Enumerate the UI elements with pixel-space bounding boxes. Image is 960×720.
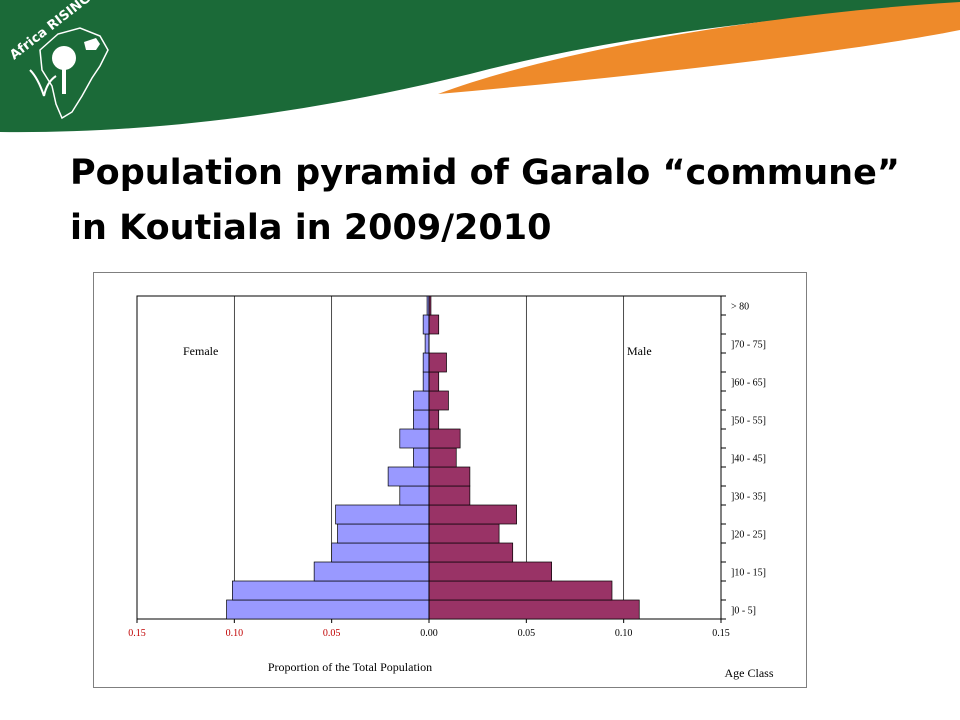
y-tick-label: ]60 - 65] — [731, 378, 766, 389]
bar-female — [422, 352, 430, 373]
x-tick-label: 0.00 — [420, 628, 438, 639]
bar-female — [424, 333, 430, 354]
slide-title: Population pyramid of Garalo “commune” i… — [70, 146, 930, 256]
tree-icon — [52, 46, 76, 70]
bar-male — [428, 314, 440, 335]
bar-male — [428, 409, 440, 430]
bar-male — [428, 561, 552, 582]
banner-green-swoosh — [0, 0, 960, 133]
bar-female — [413, 409, 430, 430]
y-axis-ticks: ]0 - 5] ]10 - 15] ]20 - 25] ]30 - 35] ]40 - … — [720, 295, 766, 620]
bar-female — [337, 523, 430, 544]
bar-female — [232, 580, 430, 601]
y-tick-label: ]40 - 45] — [731, 454, 766, 465]
x-tick-label: 0.10 — [226, 628, 244, 639]
bar-male — [428, 428, 461, 449]
banner-orange-swoosh — [438, 2, 960, 94]
bar-female — [399, 485, 430, 506]
y-tick-label: ]50 - 55] — [731, 416, 766, 427]
y-tick-label: ]20 - 25] — [731, 530, 766, 541]
x-tick-label: 0.05 — [323, 628, 341, 639]
bar-female — [413, 390, 430, 411]
bar-female — [422, 314, 430, 335]
bar-male — [428, 542, 514, 563]
y-tick-label: ]10 - 15] — [731, 568, 766, 579]
slide-title-line-1: Population pyramid of Garalo “commune” — [70, 153, 900, 193]
plant-icon — [29, 69, 57, 97]
x-tick-label: 0.15 — [128, 628, 146, 639]
bar-male — [428, 371, 440, 392]
bar-male — [428, 599, 640, 620]
bar-male — [428, 504, 517, 525]
bar-female — [331, 542, 430, 563]
x-tick-label: 0.15 — [712, 628, 730, 639]
x-tick-label: 0.10 — [615, 628, 633, 639]
bar-female — [387, 466, 430, 487]
legend-female: Female — [183, 344, 218, 358]
bar-male — [428, 390, 449, 411]
bar-male — [428, 352, 447, 373]
africa-outline-icon — [39, 27, 109, 120]
bar-male — [428, 447, 457, 468]
legend-male: Male — [627, 344, 652, 358]
y-tick-label: ]0 - 5] — [731, 606, 756, 617]
bar-female — [399, 428, 430, 449]
bars — [226, 295, 640, 620]
bar-female — [413, 447, 430, 468]
header-banner: Africa RISING — [0, 0, 960, 133]
x-axis-label: Proportion of the Total Population — [268, 660, 432, 674]
bar-female — [335, 504, 430, 525]
y-tick-label: > 80 — [731, 302, 749, 313]
bar-male — [428, 523, 500, 544]
x-tick-label: 0.05 — [518, 628, 536, 639]
x-axis-ticks: 0.15 0.10 0.05 0.00 0.05 0.10 0.15 — [128, 619, 730, 639]
bar-female — [313, 561, 430, 582]
y-axis-label: Age Class — [725, 666, 774, 680]
bar-female — [226, 599, 430, 620]
bar-male — [428, 485, 471, 506]
slide-title-line-2: in Koutiala in 2009/2010 — [70, 208, 552, 248]
bar-female — [422, 371, 430, 392]
bar-male — [428, 466, 471, 487]
y-tick-label: ]70 - 75] — [731, 340, 766, 351]
y-tick-label: ]30 - 35] — [731, 492, 766, 503]
bar-male — [428, 580, 613, 601]
cow-icon — [84, 38, 100, 50]
